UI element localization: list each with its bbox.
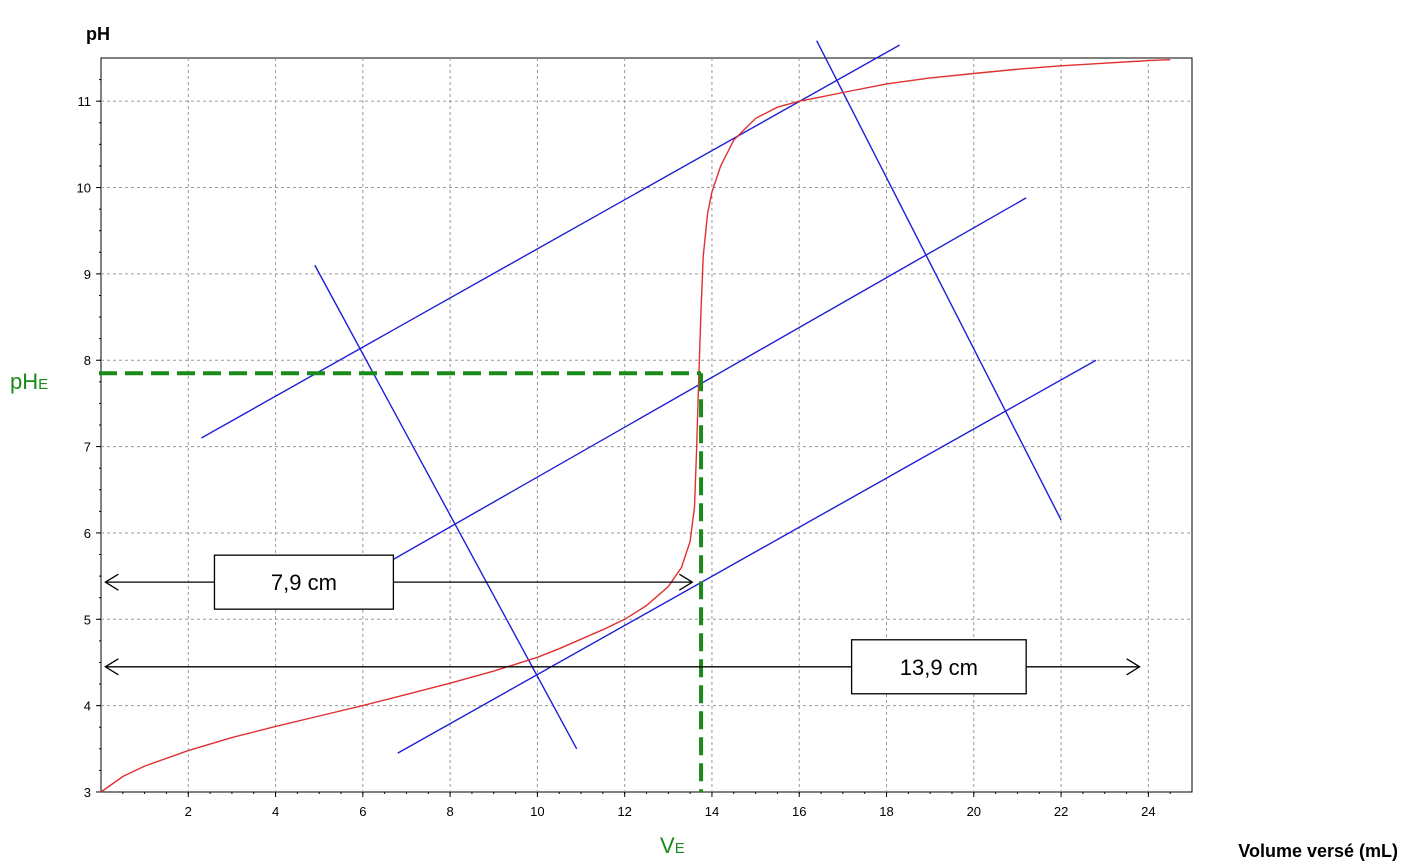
- titration-curve: [100, 59, 1171, 793]
- y-tick-label-4: 4: [84, 699, 91, 714]
- y-tick-label-10: 10: [77, 181, 91, 196]
- x-tick-label-22: 22: [1054, 804, 1068, 819]
- phe-subscript: E: [38, 376, 48, 393]
- x-tick-label-10: 10: [530, 804, 544, 819]
- x-tick-label-18: 18: [879, 804, 893, 819]
- parallel-line-3: [397, 359, 1097, 754]
- measure-arrow-right-1: [678, 573, 694, 591]
- x-tick-label-8: 8: [447, 804, 454, 819]
- y-tick-label-11: 11: [78, 94, 92, 109]
- y-tick-label-5: 5: [84, 612, 91, 627]
- x-tick-label-14: 14: [705, 804, 719, 819]
- measure-label-1: 7,9 cm: [271, 570, 337, 595]
- ph-curve-series-1: [100, 59, 1171, 793]
- measure-arrow-left-2: [104, 658, 119, 676]
- y-tick-label-7: 7: [84, 440, 91, 455]
- y-tick-label-6: 6: [84, 526, 91, 541]
- measure-arrow-right-2: [1126, 658, 1141, 676]
- x-tick-label-4: 4: [272, 804, 279, 819]
- measure-box-2: [850, 639, 1027, 695]
- perpendicular-line-2: [816, 40, 1062, 521]
- x-tick-label-2: 2: [185, 804, 192, 819]
- x-tick-label-6: 6: [359, 804, 366, 819]
- x-tick-label-12: 12: [617, 804, 631, 819]
- grid: [101, 58, 1192, 792]
- x-tick-label-20: 20: [967, 804, 981, 819]
- perpendicular-line-1: [314, 264, 578, 750]
- ve-label: VE: [660, 833, 685, 858]
- x-tick-label-16: 16: [792, 804, 806, 819]
- measure-arrow-left-1: [104, 573, 119, 591]
- x-tick-label-24: 24: [1141, 804, 1155, 819]
- measure-label-2: 13,9 cm: [900, 655, 978, 680]
- y-tick-label-3: 3: [84, 785, 91, 800]
- measure-box-1: [213, 554, 395, 610]
- plot-area: [100, 57, 1193, 793]
- y-tick-label-9: 9: [84, 267, 91, 282]
- measurement-annotations: 7,9 cm 13,9 cm: [104, 554, 1141, 695]
- x-axis-title: Volume versé (mL): [1238, 841, 1398, 861]
- y-tick-label-8: 8: [84, 353, 91, 368]
- phe-label: pHE: [10, 369, 48, 394]
- y-axis-title: pH: [86, 24, 110, 44]
- ve-subscript: E: [675, 840, 685, 857]
